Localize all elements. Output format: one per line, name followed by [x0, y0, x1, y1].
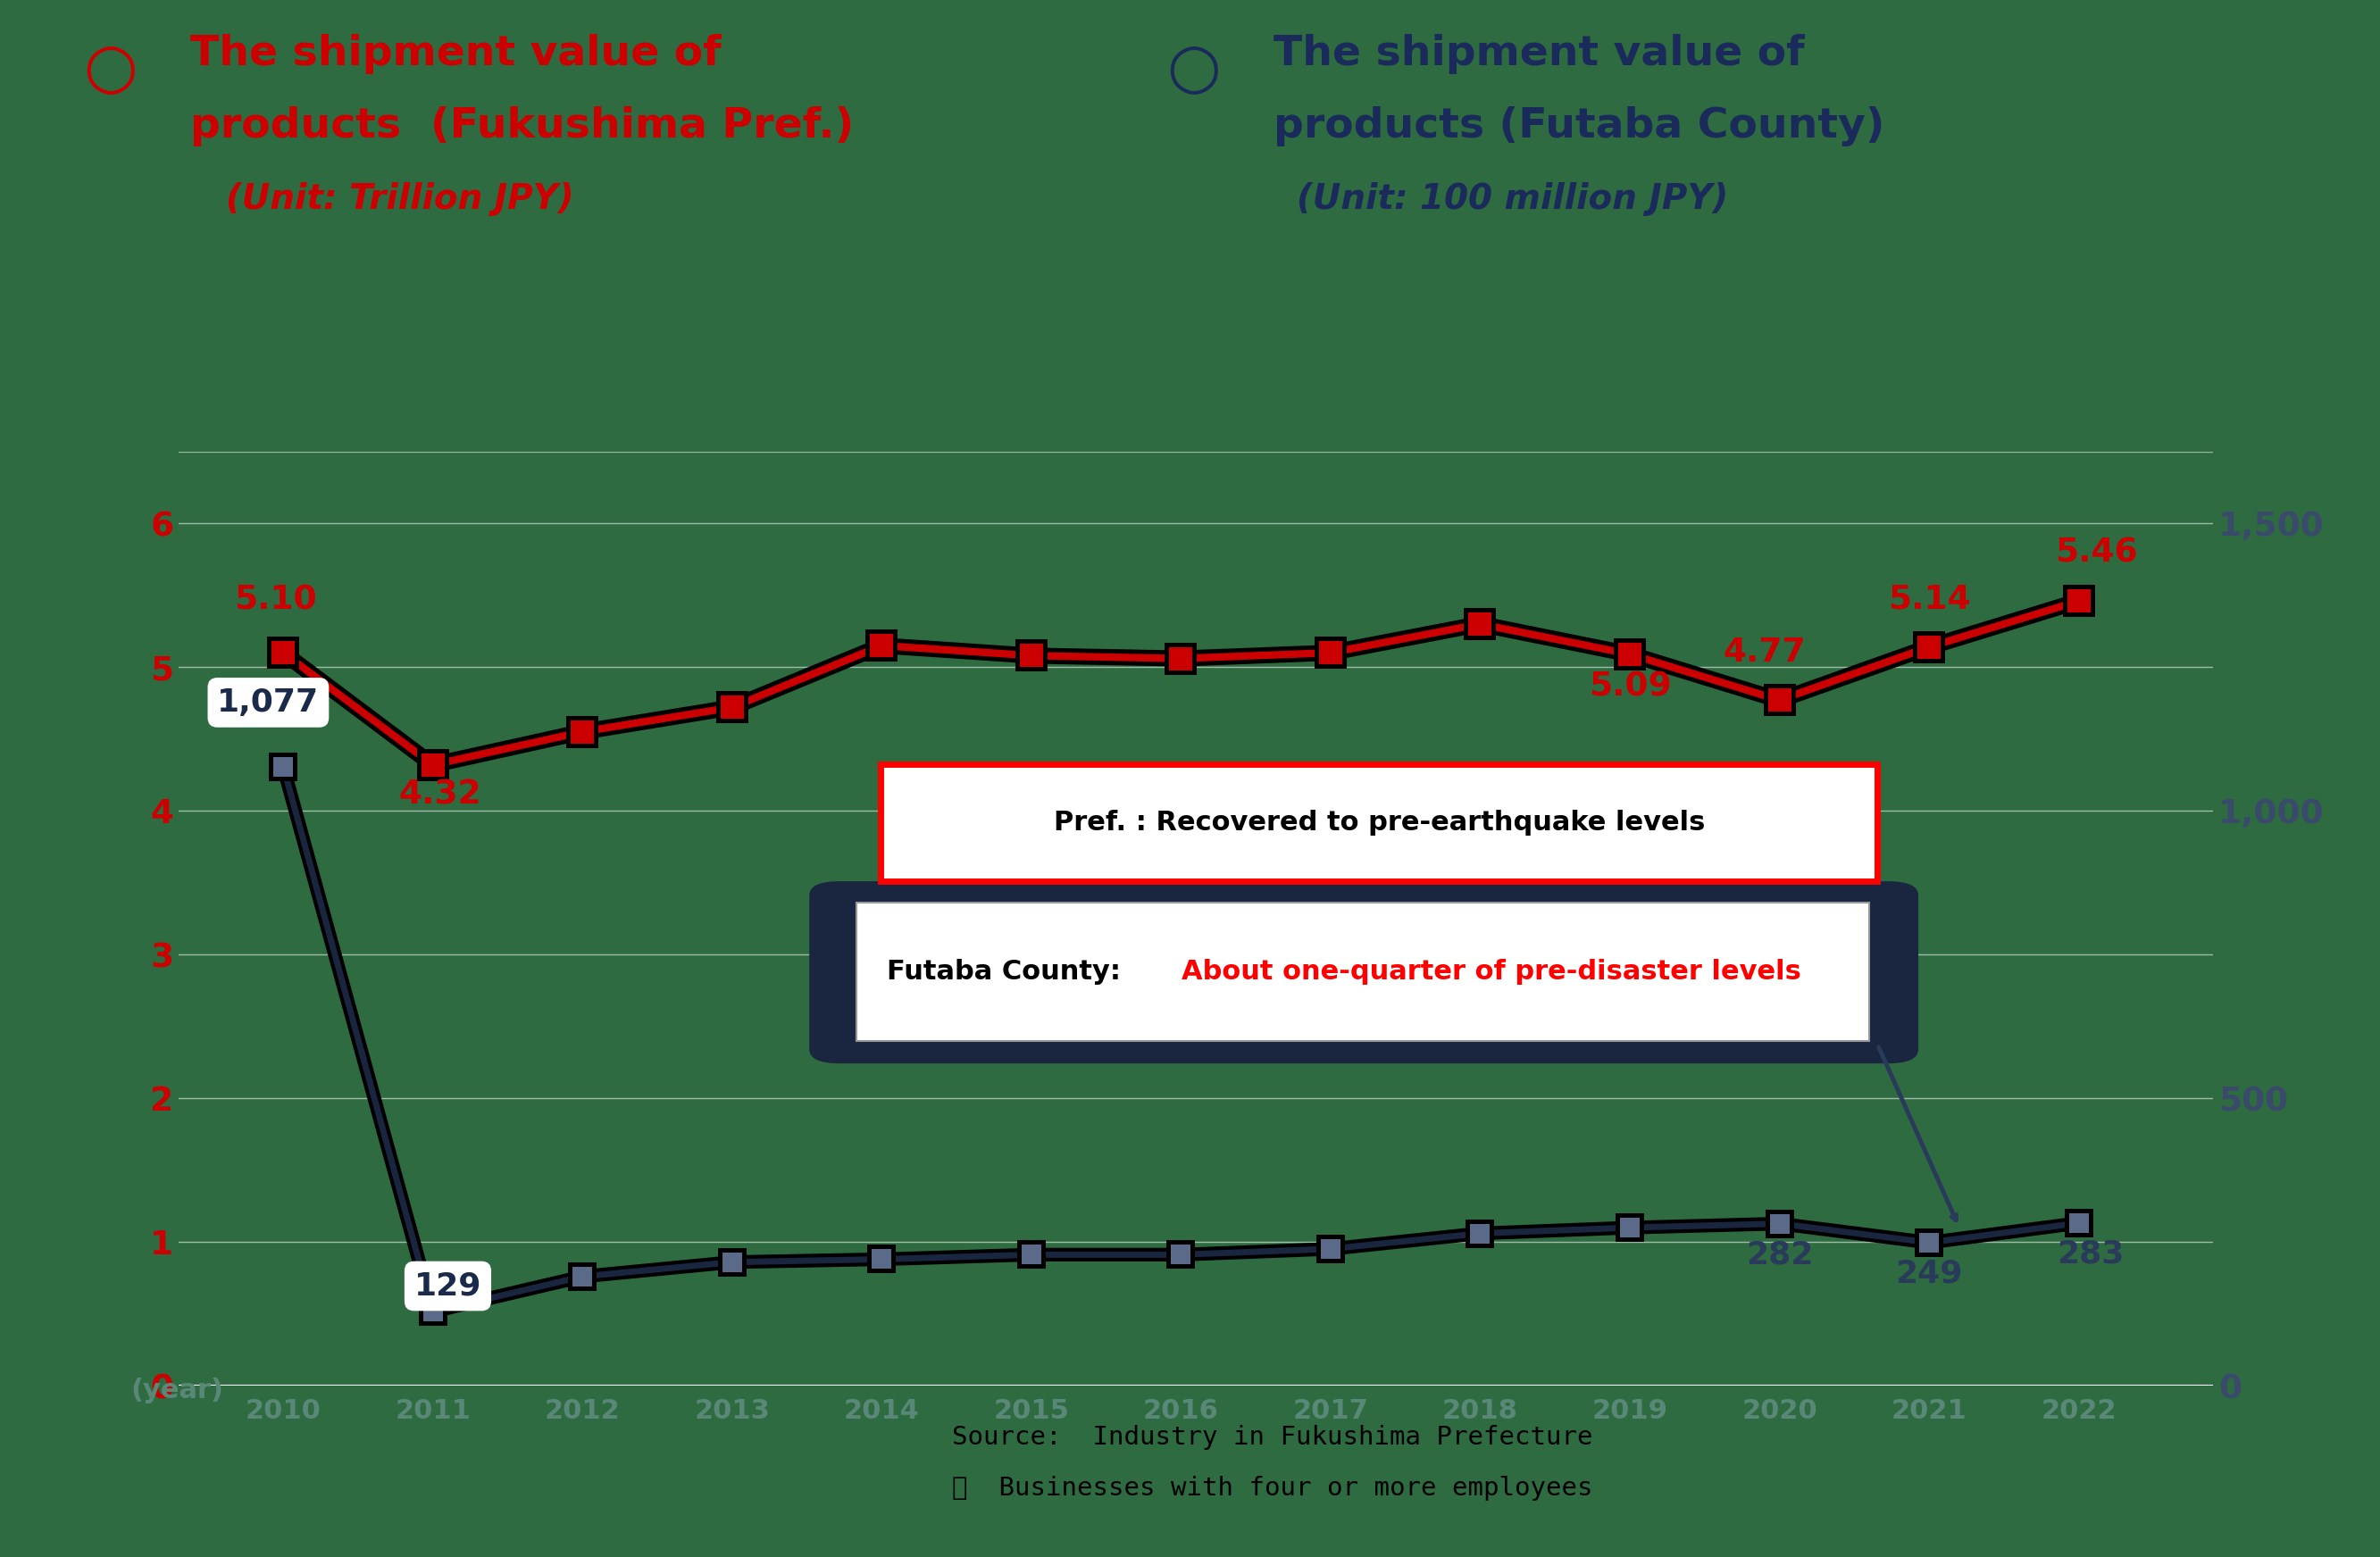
Text: 129: 129 — [414, 1271, 481, 1302]
Text: 5.10: 5.10 — [233, 585, 317, 617]
Text: 1,077: 1,077 — [217, 687, 319, 718]
Text: 282: 282 — [1747, 1239, 1814, 1269]
Text: Pref. : Recovered to pre-earthquake levels: Pref. : Recovered to pre-earthquake leve… — [1054, 810, 1704, 836]
Text: 4.77: 4.77 — [1723, 637, 1806, 668]
Text: ○: ○ — [83, 39, 138, 98]
Text: products (Futaba County): products (Futaba County) — [1273, 106, 1885, 146]
Text: Futaba County:: Futaba County: — [888, 959, 1130, 986]
Text: (Unit: Trillion JPY): (Unit: Trillion JPY) — [226, 182, 574, 216]
Text: products  (Fukushima Pref.): products (Fukushima Pref.) — [190, 106, 854, 146]
Text: Source:  Industry in Fukushima Prefecture: Source: Industry in Fukushima Prefecture — [952, 1425, 1592, 1450]
Text: (year): (year) — [131, 1378, 224, 1404]
Text: 249: 249 — [1894, 1258, 1964, 1289]
Text: 5.09: 5.09 — [1587, 671, 1671, 704]
Text: 5.14: 5.14 — [1887, 584, 1971, 615]
FancyBboxPatch shape — [809, 881, 1918, 1063]
Text: ○: ○ — [1166, 39, 1221, 98]
Text: 1,077: 1,077 — [217, 687, 319, 718]
Text: The shipment value of: The shipment value of — [190, 34, 721, 75]
Text: About one-quarter of pre-disaster levels: About one-quarter of pre-disaster levels — [1183, 959, 1802, 986]
Text: 5.46: 5.46 — [2056, 537, 2137, 570]
Text: 129: 129 — [414, 1271, 481, 1302]
Text: 4.32: 4.32 — [400, 778, 481, 811]
Text: The shipment value of: The shipment value of — [1273, 34, 1804, 75]
FancyBboxPatch shape — [881, 764, 1878, 881]
Text: ※  Businesses with four or more employees: ※ Businesses with four or more employees — [952, 1476, 1592, 1501]
FancyBboxPatch shape — [857, 903, 1871, 1042]
Text: 283: 283 — [2056, 1239, 2125, 1269]
Text: (Unit: 100 million JPY): (Unit: 100 million JPY) — [1297, 182, 1728, 216]
